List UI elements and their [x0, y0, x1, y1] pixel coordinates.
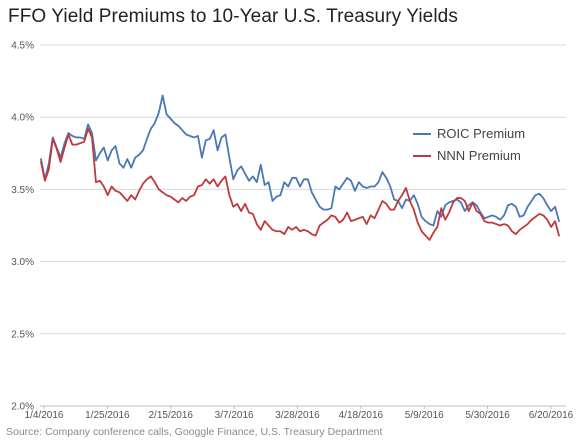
series-line-nnn-premium: [40, 127, 560, 241]
x-tick-label: 5/9/2016: [405, 410, 444, 421]
chart-source-note: Source: Company conference calls, Googgl…: [6, 426, 383, 438]
y-tick-label: 2.5%: [11, 329, 34, 340]
x-tick-label: 1/4/2016: [25, 410, 64, 421]
x-tick-label: 3/7/2016: [215, 410, 254, 421]
x-tick-label: 3/28/2016: [275, 410, 320, 421]
y-tick-label: 4.5%: [11, 41, 34, 52]
x-tick-label: 6/20/2016: [529, 410, 574, 421]
legend-label: NNN Premium: [437, 148, 521, 163]
x-tick-label: 1/25/2016: [85, 410, 130, 421]
y-tick-label: 2.0%: [11, 402, 34, 413]
y-tick-label: 3.5%: [11, 185, 34, 196]
y-tick-label: 4.0%: [11, 113, 34, 124]
x-tick-label: 4/18/2016: [339, 410, 384, 421]
legend-label: ROIC Premium: [437, 126, 525, 141]
y-tick-label: 3.0%: [11, 257, 34, 268]
chart-title: FFO Yield Premiums to 10-Year U.S. Treas…: [8, 6, 458, 27]
x-tick-label: 5/30/2016: [465, 410, 510, 421]
x-tick-label: 2/15/2016: [149, 410, 194, 421]
